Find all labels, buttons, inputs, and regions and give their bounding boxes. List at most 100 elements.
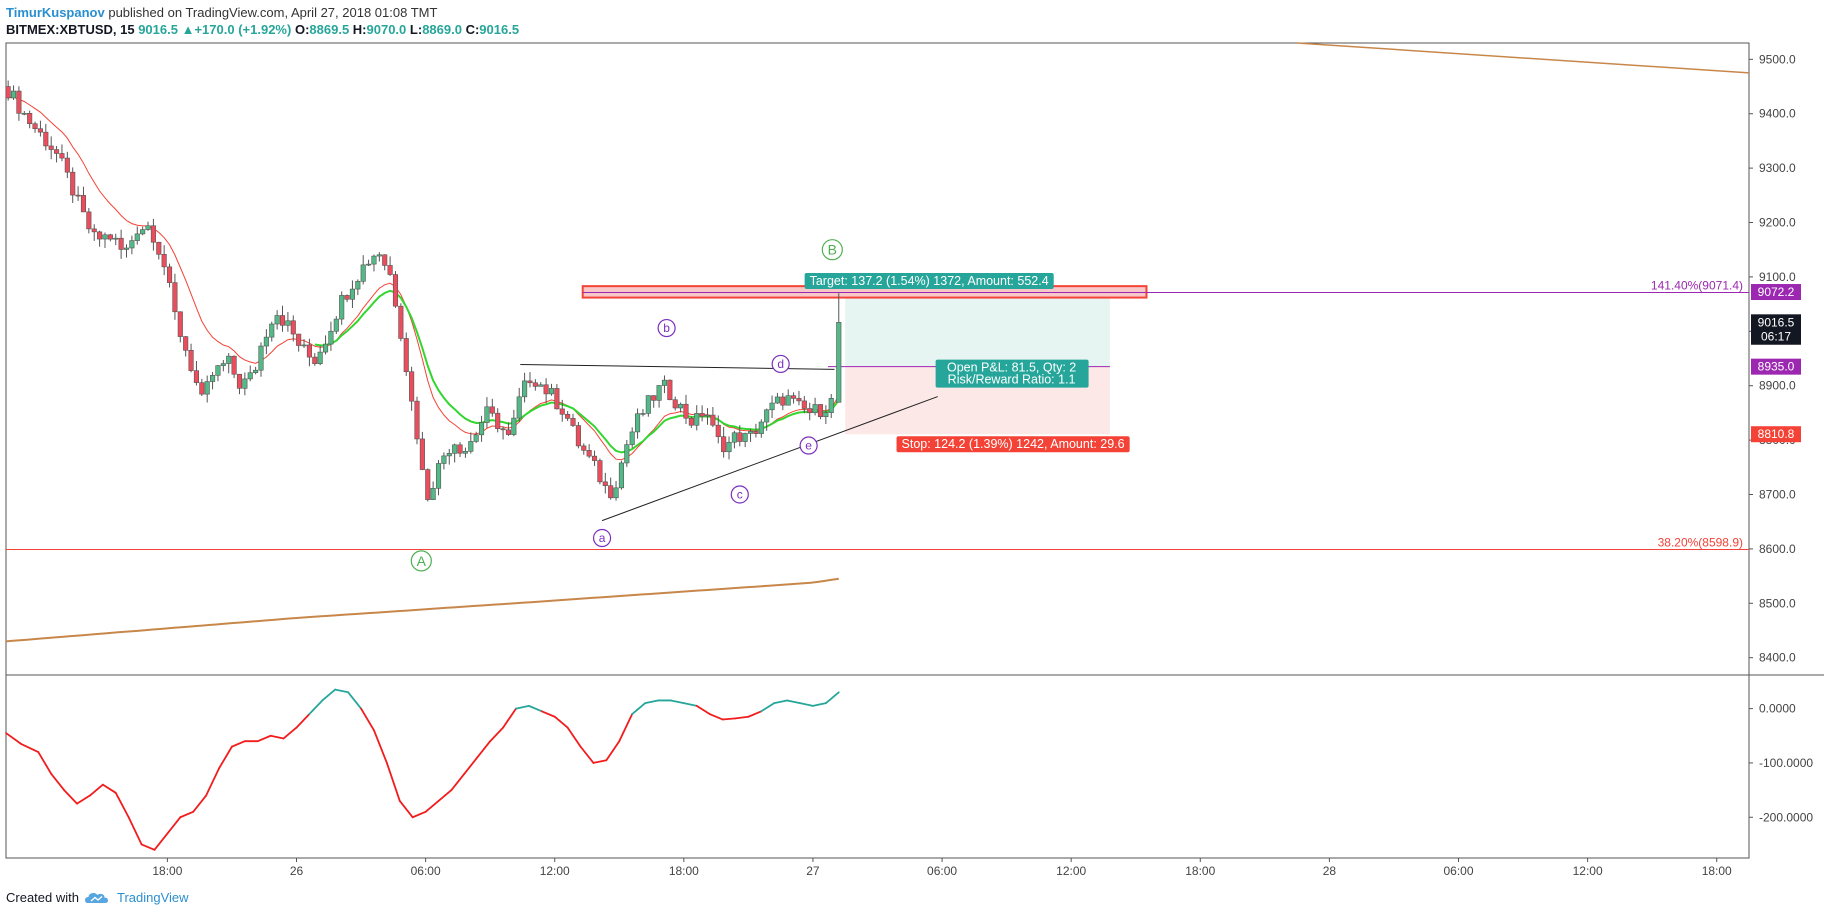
candle-body xyxy=(731,432,737,443)
candle-body xyxy=(156,241,162,255)
candle-body xyxy=(419,438,425,470)
candle-body xyxy=(183,336,189,351)
candle-body xyxy=(753,431,759,434)
price-tick-label: 9500.0 xyxy=(1759,52,1796,66)
candle-body xyxy=(32,123,38,130)
candle-body xyxy=(505,429,512,435)
oscillator-segment xyxy=(747,710,763,718)
oscillator-segment xyxy=(476,740,492,759)
oscillator-segment xyxy=(282,726,298,740)
candle-body xyxy=(791,395,797,399)
candle-body xyxy=(306,344,312,358)
oscillator-segment xyxy=(773,699,789,705)
candle-body xyxy=(608,485,614,499)
candle-body xyxy=(473,434,479,442)
price-tick-label: 8900.0 xyxy=(1759,379,1796,393)
tradingview-cloud-icon[interactable] xyxy=(84,891,111,905)
candle-body xyxy=(253,369,259,374)
published-text: published on TradingView.com, April 27, … xyxy=(108,5,438,20)
oscillator-segment xyxy=(218,745,233,770)
wave-label-circle xyxy=(730,485,749,504)
candle-body xyxy=(817,404,824,418)
oscillator-segment xyxy=(127,816,143,846)
candle-body xyxy=(565,413,571,419)
oscillator-segment xyxy=(334,688,350,694)
candle-body xyxy=(409,371,415,402)
candle-body xyxy=(452,444,458,454)
oscillator-segment xyxy=(321,688,337,702)
oscillator-segment xyxy=(89,783,104,797)
candle-body xyxy=(123,247,130,250)
candle-body xyxy=(398,305,404,339)
oscillator-segment xyxy=(63,789,78,805)
candle-body xyxy=(441,455,447,464)
pnl-text: Open P&L: 81.5, Qty: 2 xyxy=(947,361,1076,375)
pnl-box xyxy=(935,359,1089,388)
time-tick-label: 06:00 xyxy=(1443,864,1473,878)
candle-body xyxy=(150,225,156,243)
price-tick-label: 8700.0 xyxy=(1759,487,1796,501)
candle-body xyxy=(511,417,517,435)
candle-body xyxy=(640,413,646,415)
created-with-text: Created with xyxy=(6,890,79,905)
candle-body xyxy=(425,469,431,500)
candle-body xyxy=(301,344,307,347)
symbol-name: BITMEX:XBTUSD, 15 xyxy=(6,22,135,37)
candle-body xyxy=(446,453,452,457)
wave-label-circle xyxy=(410,550,432,572)
candle-body xyxy=(500,428,506,431)
low-value: 8869.0 xyxy=(422,22,462,37)
last-price: 9016.5 xyxy=(138,22,178,37)
candle-body xyxy=(210,375,216,382)
candle-body xyxy=(134,233,140,241)
candle-body xyxy=(355,281,361,290)
oscillator-segment xyxy=(799,702,814,707)
candle-body xyxy=(312,356,318,364)
candle-body xyxy=(296,333,302,346)
triangle-lower-trendline xyxy=(601,396,938,522)
stop-label: Stop: 124.2 (1.39%) 1242, Amount: 29.6 xyxy=(896,436,1130,453)
candle-body xyxy=(527,380,533,384)
oscillator-segment xyxy=(166,816,182,835)
oscillator-segment xyxy=(398,800,414,819)
candle-body xyxy=(656,385,662,401)
candle-body xyxy=(140,229,146,235)
candle-body xyxy=(371,255,377,265)
candle-body xyxy=(80,195,87,213)
candle-body xyxy=(468,441,474,452)
change-arrow-icon: ▲ xyxy=(181,22,195,37)
candle-body xyxy=(532,382,538,387)
oscillator-segment xyxy=(269,734,285,740)
osc-tick-label: -200.0000 xyxy=(1759,810,1813,824)
oscillator-segment xyxy=(618,713,634,743)
candle-body xyxy=(435,463,442,489)
oscillator-segment xyxy=(682,702,698,707)
candle-body xyxy=(37,128,43,133)
candle-body xyxy=(86,211,92,230)
candle-body xyxy=(774,396,780,404)
candle-body xyxy=(21,113,27,115)
tradingview-brand[interactable]: TradingView xyxy=(116,890,189,905)
candle-body xyxy=(495,412,501,430)
candle-body xyxy=(376,254,382,257)
oscillator-segment xyxy=(786,699,801,705)
candle-body xyxy=(602,481,608,486)
candle-body xyxy=(796,398,802,402)
candle-body xyxy=(204,381,210,395)
candle-body xyxy=(683,403,689,419)
oscillator-segment xyxy=(812,702,827,707)
time-tick-label: 06:00 xyxy=(927,864,957,878)
candle-body xyxy=(597,460,603,483)
candle-body xyxy=(479,422,485,436)
candle-body xyxy=(226,355,232,364)
oscillator-segment xyxy=(114,791,130,819)
candle-body xyxy=(16,90,22,114)
author-name[interactable]: TimurKuspanov xyxy=(6,5,105,20)
time-tick-label: 06:00 xyxy=(411,864,441,878)
oscillator-segment xyxy=(708,713,724,721)
osc-tick-label: -100.0000 xyxy=(1759,756,1813,770)
candle-body xyxy=(538,384,544,387)
candle-body xyxy=(349,288,355,300)
candle-body xyxy=(360,264,366,282)
